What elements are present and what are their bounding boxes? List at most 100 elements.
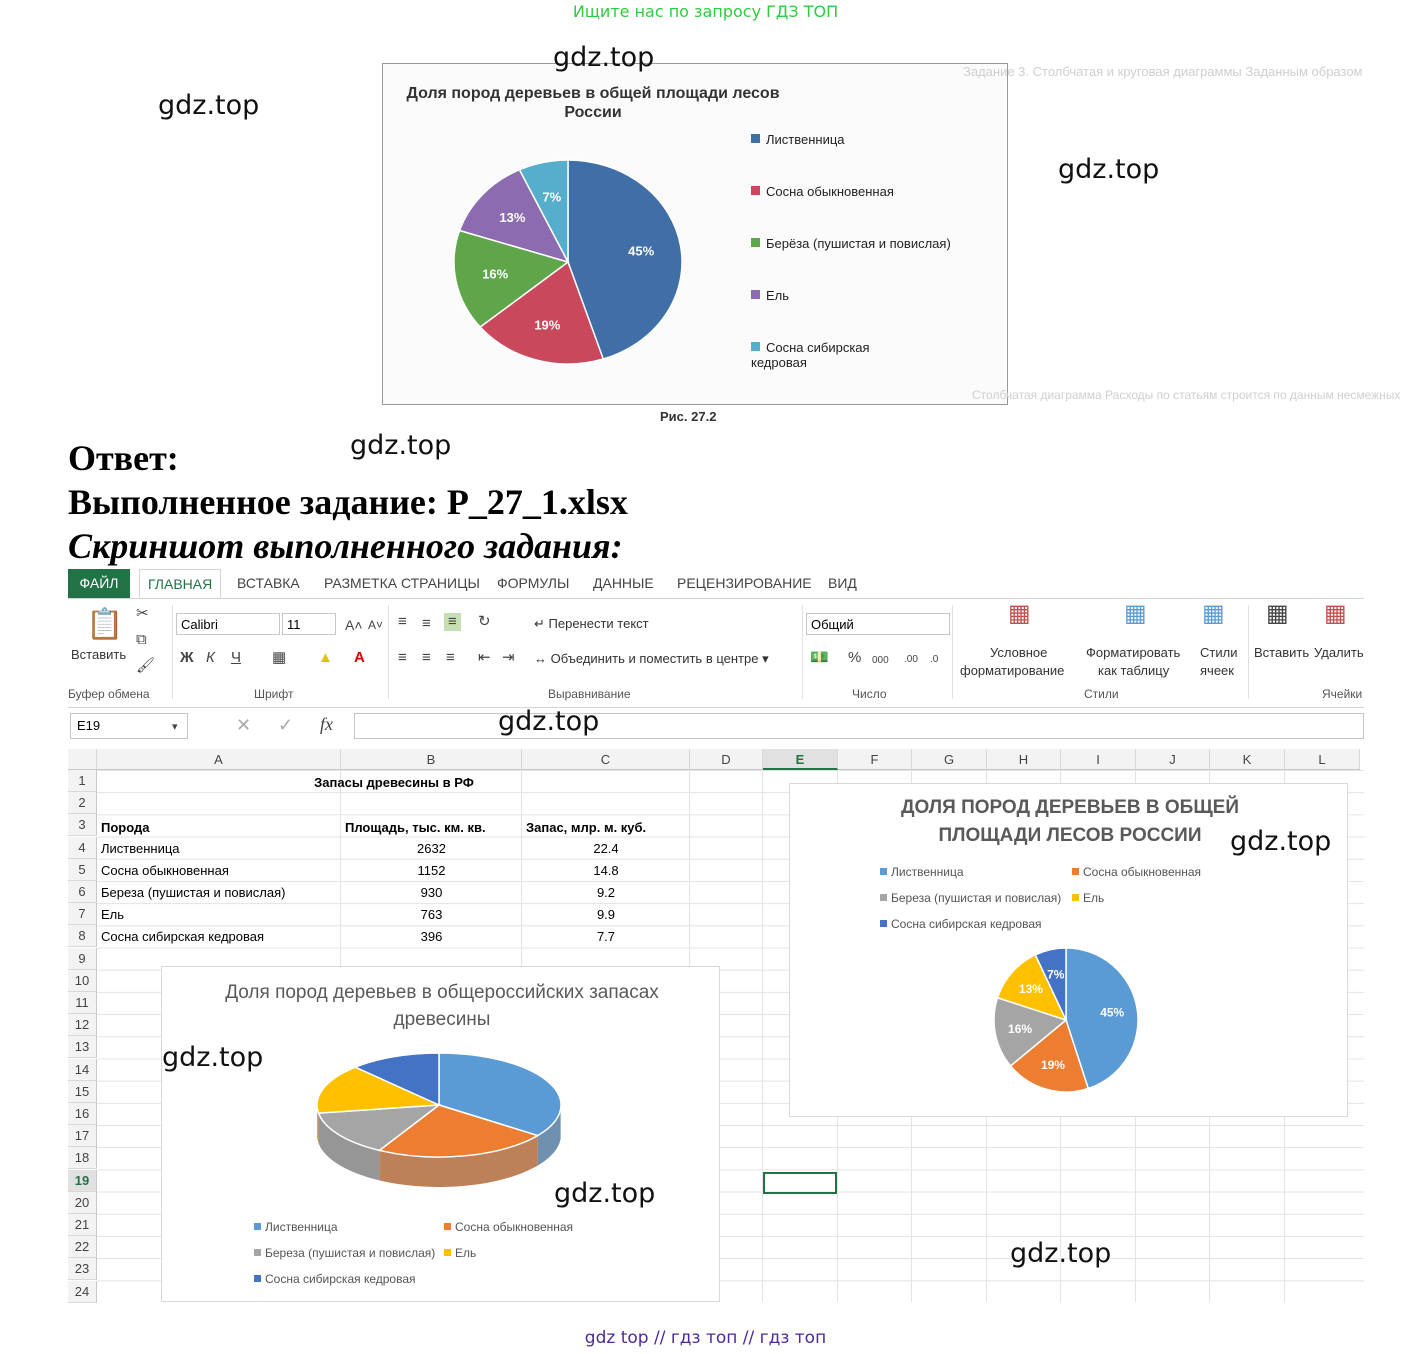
cell-title[interactable]: Запасы древесины в РФ (314, 775, 474, 790)
merge-center-button[interactable]: ↔ Объединить и поместить в центре ▾ (534, 651, 769, 666)
cell-area[interactable]: 396 (420, 929, 443, 945)
pie-slice-2[interactable] (453, 229, 570, 329)
row-header-9[interactable]: 9 (68, 947, 97, 970)
paste-icon[interactable]: 📋 (86, 608, 124, 641)
cell-stock[interactable]: 7.7 (596, 929, 616, 945)
cell-header-area[interactable]: Площадь, тыс. км. кв. (345, 820, 486, 835)
row-header-20[interactable]: 20 (68, 1191, 97, 1214)
pie-slice-3[interactable] (316, 1066, 440, 1114)
orientation-icon[interactable]: ↻ (478, 613, 491, 630)
shrink-font-icon[interactable]: A˅ (368, 618, 384, 632)
cell-breed[interactable]: Сосна сибирская кедровая (101, 929, 265, 945)
row-header-10[interactable]: 10 (68, 969, 97, 992)
pie-slice-4[interactable] (1034, 947, 1067, 1021)
cell-breed[interactable]: Береза (пушистая и повислая) (101, 885, 286, 900)
percent-icon[interactable]: % (848, 649, 862, 666)
active-cell-selection[interactable] (763, 1172, 837, 1194)
column-header-g[interactable]: G (912, 749, 987, 770)
column-header-f[interactable]: F (838, 749, 912, 770)
cell-styles-label-2[interactable]: ячеек (1200, 663, 1234, 678)
cell-stock[interactable]: 9.9 (596, 907, 616, 923)
borders-icon[interactable]: ▦ (272, 649, 287, 666)
row-header-5[interactable]: 5 (68, 858, 97, 881)
cell-styles-icon[interactable]: ▦ (1202, 600, 1225, 627)
increase-indent-icon[interactable]: ⇥ (502, 649, 515, 666)
underline-button[interactable]: Ч (231, 649, 241, 666)
bold-button[interactable]: Ж (180, 649, 194, 666)
decrease-decimal-icon[interactable]: .0 (930, 654, 939, 665)
row-header-16[interactable]: 16 (68, 1103, 97, 1125)
row-header-2[interactable]: 2 (68, 792, 97, 815)
row-header-17[interactable]: 17 (68, 1125, 97, 1148)
column-header-a[interactable]: A (97, 749, 341, 770)
fill-color-icon[interactable]: ▲ (318, 649, 333, 666)
delete-cells-icon[interactable]: ▦ (1324, 600, 1347, 627)
decrease-indent-icon[interactable]: ⇤ (478, 649, 491, 666)
cut-icon[interactable]: ✂ (136, 605, 149, 622)
cell-breed[interactable]: Ель (101, 907, 125, 923)
pie-slice-3[interactable] (458, 168, 570, 264)
cell-header-stock[interactable]: Запас, млр. м. куб. (526, 820, 647, 835)
row-header-18[interactable]: 18 (68, 1147, 97, 1170)
row-header-24[interactable]: 24 (68, 1280, 97, 1303)
insert-function-button[interactable]: fx (320, 714, 333, 734)
tab-data[interactable]: ДАННЫЕ (593, 575, 654, 591)
row-header-22[interactable]: 22 (68, 1236, 97, 1259)
currency-format-icon[interactable]: 💵 (810, 649, 829, 666)
row-header-21[interactable]: 21 (68, 1214, 97, 1236)
row-header-14[interactable]: 14 (68, 1058, 97, 1081)
row-header-6[interactable]: 6 (68, 881, 97, 903)
pie-slice-4[interactable] (518, 159, 569, 263)
name-box-dropdown-icon[interactable]: ▾ (172, 721, 178, 733)
chart-area-pie[interactable]: ДОЛЯ ПОРОД ДЕРЕВЬЕВ В ОБЩЕЙ ПЛОЩАДИ ЛЕСО… (789, 783, 1348, 1117)
conditional-format-label[interactable]: Условное (990, 645, 1048, 660)
column-header-j[interactable]: J (1136, 749, 1210, 770)
column-header-i[interactable]: I (1061, 749, 1136, 770)
row-header-12[interactable]: 12 (68, 1014, 97, 1037)
cell-area[interactable]: 2632 (417, 840, 446, 856)
format-table-label-2[interactable]: как таблицу (1098, 663, 1170, 678)
row-header-1[interactable]: 1 (68, 770, 97, 792)
row-header-8[interactable]: 8 (68, 925, 97, 948)
tab-home[interactable]: ГЛАВНАЯ (139, 569, 222, 599)
cell-area[interactable]: 1152 (417, 862, 446, 878)
row-header-7[interactable]: 7 (68, 903, 97, 926)
formula-input[interactable] (354, 713, 1364, 739)
grow-font-icon[interactable]: A˄ (345, 617, 363, 633)
pie-slice-1[interactable] (479, 260, 605, 365)
row-header-3[interactable]: 3 (68, 814, 97, 837)
tab-formulas[interactable]: ФОРМУЛЫ (497, 575, 570, 591)
tab-file[interactable]: ФАЙЛ (68, 569, 130, 598)
number-format-select[interactable]: Общий (806, 613, 950, 635)
insert-cells-button[interactable]: Вставить (1254, 645, 1310, 660)
italic-button[interactable]: К (206, 649, 215, 666)
pie-slice-3[interactable] (996, 953, 1068, 1022)
align-right-icon[interactable]: ≡ (446, 649, 455, 666)
column-header-k[interactable]: K (1210, 749, 1285, 770)
pie-slice-0[interactable] (438, 1052, 562, 1137)
font-name-select[interactable]: Calibri (176, 613, 280, 635)
column-header-b[interactable]: B (341, 749, 522, 770)
paste-button[interactable]: Вставить (71, 647, 127, 662)
cell-stock[interactable]: 14.8 (593, 862, 619, 878)
cell-stock[interactable]: 22.4 (593, 840, 619, 856)
cell-styles-label[interactable]: Стили (1200, 645, 1238, 660)
increase-decimal-icon[interactable]: .00 (904, 654, 918, 665)
row-header-11[interactable]: 11 (68, 992, 97, 1014)
font-size-select[interactable]: 11 (282, 613, 336, 635)
column-header-c[interactable]: C (522, 749, 690, 770)
cell-stock[interactable]: 9.2 (596, 885, 616, 900)
format-table-label[interactable]: Форматировать (1086, 645, 1181, 660)
row-header-19[interactable]: 19 (68, 1169, 97, 1192)
conditional-format-icon[interactable]: ▦ (1008, 600, 1031, 627)
tab-review[interactable]: РЕЦЕНЗИРОВАНИЕ (677, 575, 812, 591)
pie-slice-4[interactable] (353, 1052, 440, 1107)
pie-slice-1[interactable] (377, 1104, 540, 1158)
pie-slice-2[interactable] (317, 1104, 442, 1152)
align-middle-icon[interactable]: ≡ (422, 615, 431, 632)
delete-cells-button[interactable]: Удалить (1314, 645, 1364, 660)
pie-slice-1[interactable] (1009, 1018, 1090, 1093)
copy-icon[interactable]: ⧉ (136, 631, 147, 648)
cell-area[interactable]: 930 (420, 885, 443, 900)
row-header-13[interactable]: 13 (68, 1036, 97, 1059)
